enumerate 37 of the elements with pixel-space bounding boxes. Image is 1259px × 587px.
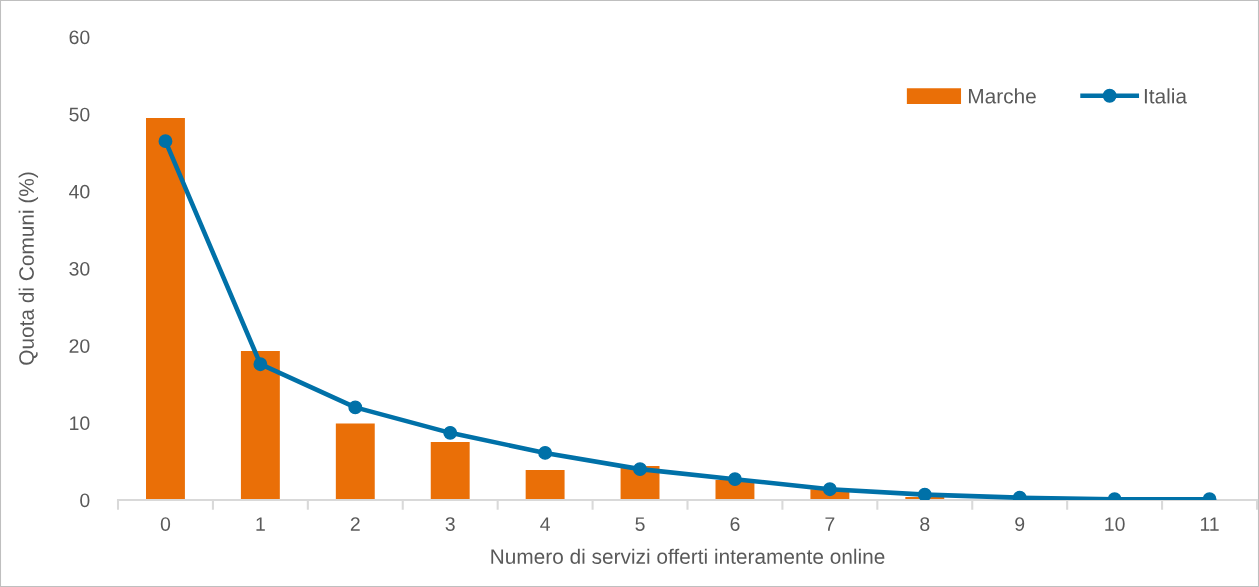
x-axis-title: Numero di servizi offerti interamente online: [491, 548, 885, 564]
point: [633, 462, 647, 477]
y-tick-label: 50: [69, 107, 90, 122]
bar: [430, 442, 470, 500]
x-tick-label: 3: [445, 517, 455, 531]
point: [253, 357, 268, 372]
y-tick-label: 40: [69, 184, 90, 199]
x-tick-label: 0: [160, 517, 171, 531]
x-tick-label: 11: [1200, 517, 1219, 531]
legend-label: Italia: [1144, 88, 1187, 104]
legend-label: Marche: [968, 88, 1036, 104]
point: [538, 445, 553, 460]
x-tick-label: 10: [1105, 517, 1125, 531]
x-tick-label: 5: [635, 517, 645, 531]
bar: [335, 423, 375, 500]
y-tick-label: 20: [69, 339, 90, 353]
point: [443, 425, 458, 440]
point: [917, 487, 932, 500]
x-tick-label: 1: [256, 517, 265, 531]
y-tick-label: 0: [80, 493, 90, 508]
point: [822, 482, 837, 497]
x-tick-label: 9: [1015, 517, 1025, 531]
bar: [240, 351, 280, 500]
bar: [525, 469, 565, 500]
y-tick-label: 60: [69, 30, 90, 45]
point: [348, 400, 363, 415]
x-tick-label: 8: [920, 517, 930, 531]
y-tick-label: 30: [69, 261, 90, 276]
point: [728, 472, 742, 487]
y-axis-title: Quota di Comuni (%): [18, 172, 39, 365]
y-tick-label: 10: [70, 416, 90, 431]
x-tick-label: 2: [350, 517, 360, 531]
x-tick-label: 4: [540, 517, 550, 531]
point: [158, 134, 173, 149]
bar: [146, 118, 185, 500]
x-tick-label: 6: [730, 517, 740, 531]
x-tick-label: 7: [825, 517, 835, 531]
